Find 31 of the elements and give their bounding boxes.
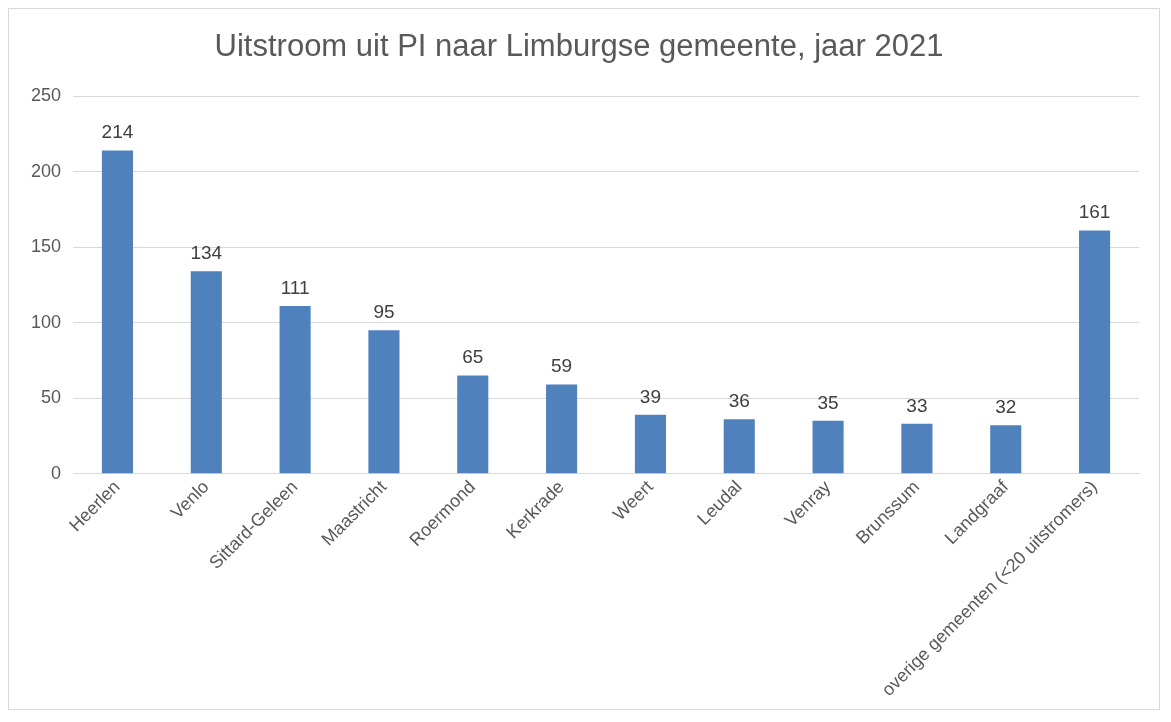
bar (368, 330, 400, 474)
data-label: 32 (995, 396, 1017, 418)
bar (901, 423, 933, 474)
bar (812, 420, 844, 474)
data-label: 35 (817, 391, 839, 413)
bar (1079, 230, 1111, 474)
bar (101, 150, 133, 474)
bar (279, 306, 311, 474)
y-tick-label: 150 (30, 236, 62, 257)
bar (457, 375, 489, 474)
bar (546, 384, 578, 474)
bar (723, 419, 755, 474)
y-tick-label: 50 (41, 387, 62, 408)
y-tick-label: 200 (30, 160, 62, 181)
y-tick-label: 0 (51, 462, 62, 483)
data-label: 33 (906, 394, 928, 416)
data-label: 134 (190, 242, 223, 264)
data-label: 161 (1078, 201, 1111, 223)
data-label: 95 (373, 300, 395, 322)
data-label: 39 (639, 385, 661, 407)
data-label: 65 (462, 346, 484, 368)
y-tick-label: 100 (30, 311, 62, 332)
data-label: 36 (728, 390, 750, 412)
bar (634, 414, 666, 474)
y-tick-label: 250 (30, 85, 62, 106)
data-label: 59 (551, 355, 573, 377)
bar (990, 425, 1022, 474)
bar (190, 271, 222, 474)
chart-title: Uitstroom uit PI naar Limburgse gemeente, jaar 2021 (214, 28, 944, 64)
data-label: 111 (280, 276, 310, 298)
data-label: 214 (101, 121, 134, 143)
